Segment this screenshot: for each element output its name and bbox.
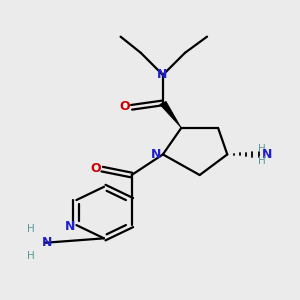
Text: N: N	[157, 68, 167, 81]
Text: H: H	[258, 156, 266, 166]
Text: O: O	[90, 162, 101, 175]
Text: N: N	[64, 220, 75, 233]
Text: H: H	[26, 251, 34, 261]
Text: H: H	[26, 224, 34, 235]
Polygon shape	[160, 101, 181, 128]
Text: H: H	[258, 143, 266, 154]
Text: O: O	[120, 100, 130, 113]
Text: N: N	[42, 236, 52, 249]
Text: N: N	[151, 148, 161, 161]
Text: N: N	[262, 148, 272, 161]
